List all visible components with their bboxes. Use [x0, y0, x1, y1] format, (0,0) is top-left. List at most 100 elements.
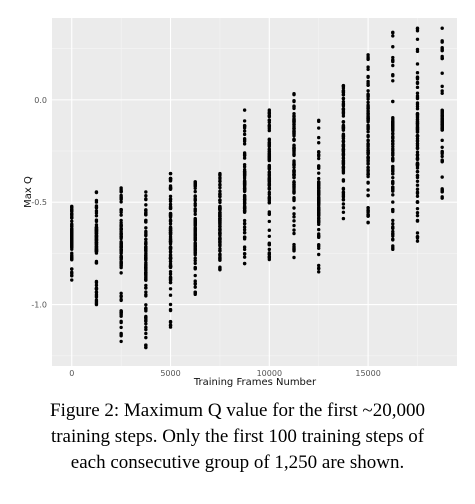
- data-point: [168, 202, 173, 207]
- data-point: [168, 187, 173, 191]
- data-point: [366, 209, 370, 214]
- data-point: [341, 186, 346, 191]
- data-point: [94, 228, 99, 232]
- data-point: [218, 233, 222, 238]
- data-point: [119, 251, 123, 256]
- data-point: [218, 194, 222, 198]
- y-axis-title: Max Q: [23, 176, 34, 208]
- data-point: [292, 98, 296, 103]
- data-point: [218, 177, 222, 181]
- data-point: [242, 186, 247, 190]
- data-point: [94, 200, 99, 204]
- data-point: [440, 26, 444, 30]
- data-point: [193, 217, 197, 221]
- data-point: [440, 154, 444, 159]
- data-point: [366, 205, 370, 210]
- data-point: [218, 173, 222, 177]
- data-point: [193, 222, 197, 226]
- data-point: [317, 119, 321, 124]
- data-point: [440, 111, 444, 115]
- data-point: [119, 271, 123, 275]
- data-point: [391, 193, 395, 197]
- data-point: [440, 47, 444, 51]
- data-point: [391, 72, 395, 77]
- data-point: [415, 62, 420, 66]
- data-point: [94, 190, 99, 195]
- data-point: [366, 100, 370, 105]
- data-point: [341, 134, 346, 139]
- data-point: [144, 303, 148, 307]
- data-point: [242, 126, 247, 130]
- data-point: [218, 214, 222, 218]
- data-point: [193, 273, 197, 278]
- data-point: [242, 151, 247, 155]
- data-point: [144, 265, 148, 269]
- data-point: [317, 242, 321, 247]
- data-point: [317, 270, 321, 274]
- data-point: [267, 166, 272, 170]
- data-point: [415, 219, 420, 223]
- data-point: [242, 245, 247, 249]
- data-point: [94, 279, 99, 284]
- data-point: [391, 31, 395, 35]
- data-point: [144, 331, 148, 336]
- data-point: [341, 93, 346, 97]
- data-point: [119, 210, 123, 214]
- data-point: [70, 278, 74, 282]
- data-point: [317, 171, 321, 175]
- data-point: [242, 172, 247, 177]
- data-point: [341, 156, 346, 160]
- data-point: [267, 252, 272, 256]
- data-point: [168, 222, 173, 226]
- data-point: [415, 29, 420, 33]
- data-point: [415, 169, 420, 174]
- data-point: [193, 261, 197, 266]
- data-point: [144, 193, 148, 198]
- data-point: [366, 150, 370, 155]
- data-point: [415, 146, 420, 151]
- data-point: [94, 244, 99, 249]
- data-point: [317, 263, 321, 268]
- data-point: [341, 147, 346, 152]
- data-point: [415, 77, 420, 81]
- data-point: [391, 175, 395, 180]
- y-tick-label: 0.0: [34, 96, 47, 105]
- data-point: [119, 332, 123, 337]
- data-point: [218, 239, 222, 244]
- data-point: [218, 266, 222, 270]
- data-point: [242, 108, 247, 112]
- data-point: [168, 307, 173, 312]
- data-point: [267, 123, 272, 128]
- data-point: [292, 92, 296, 97]
- data-point: [168, 269, 173, 274]
- data-point: [415, 191, 420, 196]
- data-point: [193, 184, 197, 188]
- data-point: [144, 220, 148, 224]
- data-point: [70, 223, 74, 227]
- data-point: [168, 319, 173, 324]
- data-point: [391, 226, 395, 230]
- data-point: [242, 176, 247, 180]
- data-point: [317, 196, 321, 200]
- data-point: [70, 241, 74, 246]
- data-point: [267, 144, 272, 148]
- data-point: [366, 79, 370, 84]
- max-q-scatter-chart: 0 5000 10000 15000 -1.0 -0.5 0.0 Training Fra…: [23, 18, 457, 388]
- data-point: [144, 309, 148, 313]
- data-point: [366, 89, 370, 93]
- data-point: [242, 193, 247, 198]
- data-point: [218, 185, 222, 190]
- data-point: [415, 71, 420, 75]
- data-point: [292, 215, 296, 219]
- x-tick-label: 10000: [257, 369, 282, 378]
- data-point: [267, 114, 272, 118]
- data-point: [119, 310, 123, 314]
- data-point: [267, 120, 272, 125]
- data-point: [317, 252, 321, 257]
- data-point: [267, 242, 272, 246]
- data-point: [94, 233, 99, 238]
- data-point: [168, 287, 173, 291]
- data-point: [267, 153, 272, 158]
- data-point: [415, 211, 420, 215]
- data-point: [168, 293, 173, 297]
